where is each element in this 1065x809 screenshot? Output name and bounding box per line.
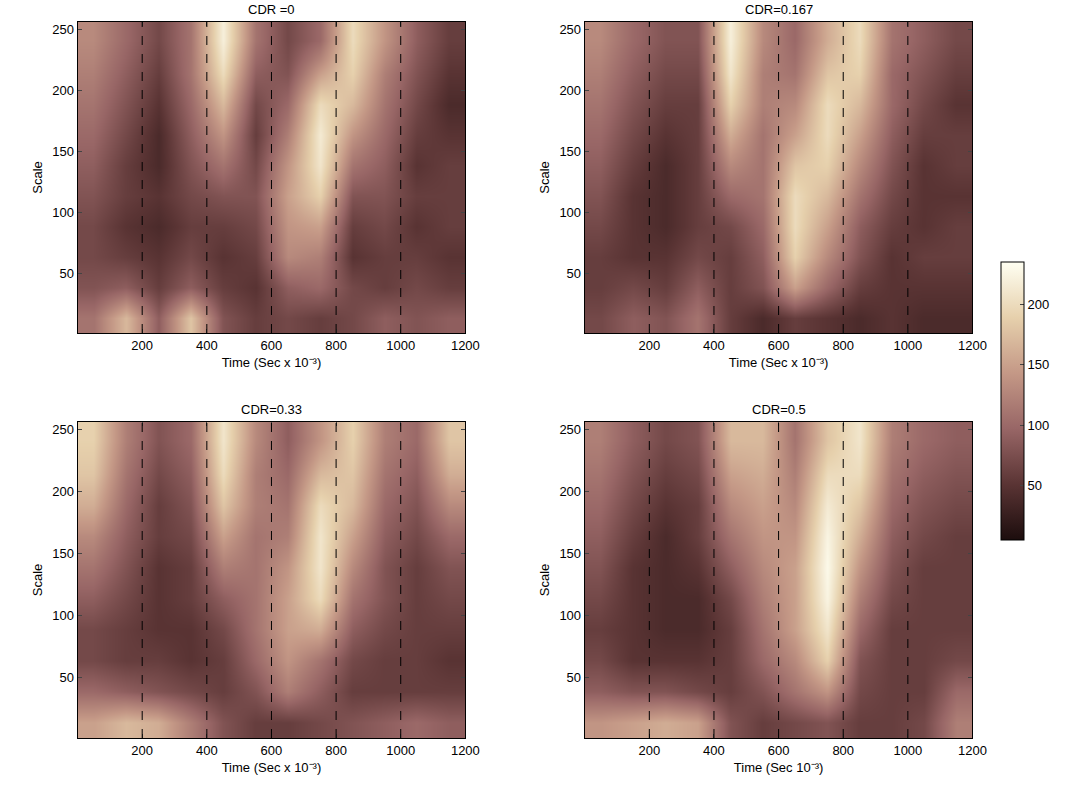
svg-text:400: 400: [703, 338, 725, 353]
svg-text:1200: 1200: [958, 338, 987, 353]
svg-text:Time (Sec 10⁻³): Time (Sec 10⁻³): [734, 760, 823, 775]
svg-text:250: 250: [559, 22, 581, 37]
svg-text:400: 400: [196, 338, 218, 353]
svg-text:200: 200: [638, 338, 660, 353]
svg-text:800: 800: [832, 338, 854, 353]
svg-text:Scale: Scale: [537, 564, 552, 597]
svg-text:100: 100: [52, 608, 74, 623]
svg-text:100: 100: [52, 205, 74, 220]
svg-text:100: 100: [559, 205, 581, 220]
svg-text:200: 200: [559, 484, 581, 499]
svg-text:CDR =0: CDR =0: [248, 2, 295, 17]
svg-text:Scale: Scale: [30, 161, 45, 194]
svg-text:250: 250: [52, 22, 74, 37]
svg-text:100: 100: [559, 608, 581, 623]
svg-text:50: 50: [59, 266, 73, 281]
svg-text:200: 200: [638, 743, 660, 758]
svg-text:1200: 1200: [451, 743, 480, 758]
svg-text:50: 50: [1028, 478, 1042, 493]
svg-text:CDR=0.167: CDR=0.167: [745, 2, 813, 17]
svg-text:50: 50: [59, 670, 73, 685]
svg-text:150: 150: [52, 144, 74, 159]
svg-text:200: 200: [131, 338, 153, 353]
svg-text:50: 50: [567, 266, 581, 281]
svg-text:800: 800: [832, 743, 854, 758]
svg-text:200: 200: [52, 484, 74, 499]
svg-text:600: 600: [261, 743, 283, 758]
svg-text:Time (Sec x 10⁻³): Time (Sec x 10⁻³): [222, 355, 322, 370]
svg-text:250: 250: [559, 422, 581, 437]
svg-text:Time (Sec x 10⁻³): Time (Sec x 10⁻³): [222, 760, 322, 775]
svg-text:50: 50: [567, 670, 581, 685]
svg-text:150: 150: [559, 144, 581, 159]
svg-text:Scale: Scale: [537, 161, 552, 194]
svg-text:1000: 1000: [386, 338, 415, 353]
svg-text:150: 150: [1028, 357, 1050, 372]
svg-text:600: 600: [768, 743, 790, 758]
svg-text:Scale: Scale: [30, 564, 45, 597]
svg-text:1000: 1000: [893, 743, 922, 758]
svg-text:200: 200: [131, 743, 153, 758]
svg-text:200: 200: [52, 83, 74, 98]
svg-text:150: 150: [559, 546, 581, 561]
svg-text:400: 400: [703, 743, 725, 758]
svg-text:1000: 1000: [893, 338, 922, 353]
svg-text:1000: 1000: [386, 743, 415, 758]
svg-text:1200: 1200: [958, 743, 987, 758]
svg-text:200: 200: [1028, 297, 1050, 312]
svg-text:800: 800: [325, 338, 347, 353]
svg-text:600: 600: [768, 338, 790, 353]
svg-text:200: 200: [559, 83, 581, 98]
svg-text:CDR=0.33: CDR=0.33: [241, 402, 302, 417]
svg-text:600: 600: [261, 338, 283, 353]
svg-text:1200: 1200: [451, 338, 480, 353]
svg-text:800: 800: [325, 743, 347, 758]
svg-text:400: 400: [196, 743, 218, 758]
svg-text:CDR=0.5: CDR=0.5: [752, 402, 806, 417]
svg-text:150: 150: [52, 546, 74, 561]
svg-text:Time (Sec x 10⁻³): Time (Sec x 10⁻³): [729, 355, 829, 370]
svg-text:250: 250: [52, 422, 74, 437]
svg-text:100: 100: [1028, 418, 1050, 433]
